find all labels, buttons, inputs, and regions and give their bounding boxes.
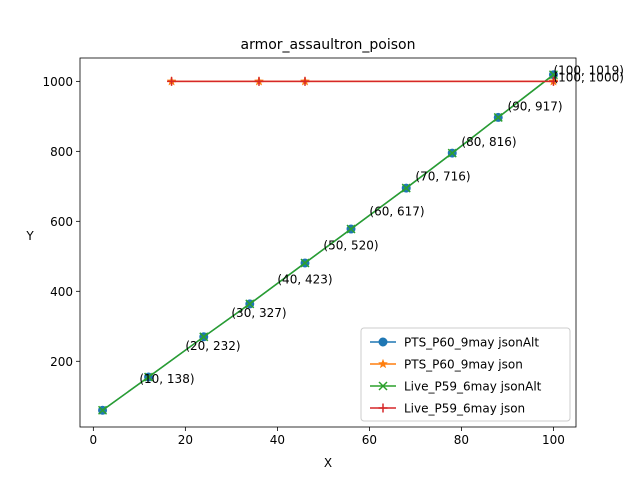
axes: 0 20 40 60 80 100 200 400 600 800 1000 [42,57,577,447]
legend-label: PTS_P60_9may jsonAlt [404,336,539,350]
series-point [401,183,411,193]
data-annotation: (50, 520) [323,238,378,252]
data-annotation: (20, 232) [185,339,240,353]
legend-entry: Live_P59_6may jsonAlt [370,380,542,394]
y-tick-label: 1000 [42,75,73,89]
series-point [447,148,457,158]
x-tick-label: 20 [178,433,193,447]
x-tick-label: 100 [542,433,565,447]
series-point [378,403,388,413]
y-tick-label: 800 [50,145,73,159]
x-tick-label: 0 [90,433,98,447]
data-annotation: (100, 1000) [553,70,623,84]
legend-label: Live_P59_6may jsonAlt [404,380,542,394]
x-axis-label: X [324,456,332,470]
data-annotation: (70, 716) [415,170,470,184]
chart-title: armor_assaultron_poison [240,37,415,53]
x-tick-label: 80 [454,433,469,447]
series-point [254,76,264,86]
series-point [199,332,209,342]
series-point [346,224,356,234]
series-group [98,70,559,415]
series-point [167,76,177,86]
series-point [245,299,255,309]
legend-label: Live_P59_6may json [404,402,525,416]
data-annotation: (80, 816) [461,135,516,149]
plot-area: (10, 138) (20, 232) (30, 327) (40, 423) (50,… [98,64,624,415]
x-tick-label: 40 [270,433,285,447]
series-point [548,70,558,80]
data-annotation: (30, 327) [231,306,286,320]
series-line [102,74,554,411]
y-tick-label: 200 [50,355,73,369]
legend-entry: Live_P59_6may json [370,402,525,416]
series-point [300,76,310,86]
series-point [378,381,388,391]
data-annotation: (40, 423) [277,272,332,286]
x-tick-label: 60 [362,433,377,447]
legend: PTS_P60_9may jsonAlt PTS_P60_9may json Liv… [360,327,571,422]
series-point [144,372,154,382]
series-3 [98,70,558,415]
series-point [98,405,108,415]
y-axis-label: Y [25,229,34,243]
axes-frame [79,57,577,428]
legend-entry: PTS_P60_9may json [370,358,523,372]
legend-label: PTS_P60_9may json [404,358,523,372]
legend-box [360,327,571,422]
series-point [378,337,388,347]
y-tick-label: 600 [50,215,73,229]
data-annotation: (100, 1019) [553,64,623,78]
y-tick-label: 400 [50,285,73,299]
series-point [548,76,558,86]
series-point [300,258,310,268]
series-point [493,112,503,122]
data-annotation: (60, 617) [369,204,424,218]
series-4 [167,76,558,86]
legend-entry: PTS_P60_9may jsonAlt [370,336,539,350]
data-annotation: (90, 917) [507,99,562,113]
data-annotation: (10, 138) [139,372,194,386]
series-point [377,358,389,369]
